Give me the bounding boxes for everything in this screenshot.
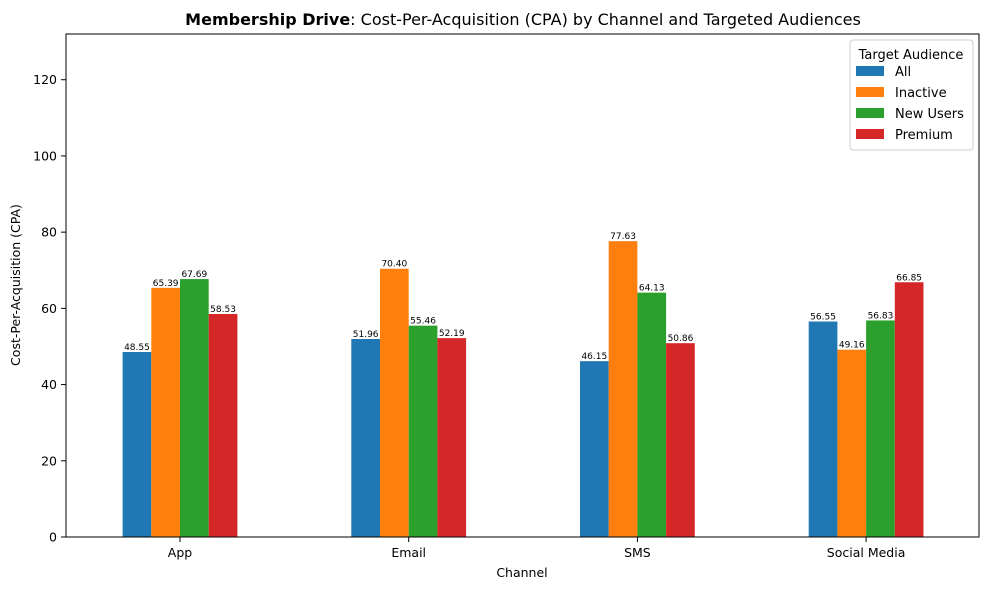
bars-layer: [122, 241, 924, 537]
legend-label: New Users: [895, 107, 964, 122]
bar: [408, 325, 438, 537]
bar: [380, 268, 409, 537]
chart-title-rest: : Cost-Per-Acquisition (CPA) by Channel …: [350, 10, 861, 29]
legend-items: All Inactive New Users Premium: [856, 65, 964, 143]
bar-value-label: 46.15: [581, 352, 607, 362]
bar: [608, 241, 638, 537]
plot-frame: [65, 33, 980, 538]
legend-swatch: [856, 66, 884, 76]
bar: [151, 287, 180, 537]
bar: [351, 339, 380, 537]
y-axis-label: Cost-Per-Acquisition (CPA): [8, 204, 23, 366]
bar-value-label: 52.19: [439, 329, 465, 339]
bar-value-label: 65.39: [153, 279, 179, 289]
y-tick-label: 80: [41, 225, 57, 240]
bar: [894, 282, 924, 537]
x-tick-label: Social Media: [827, 545, 906, 560]
bar-value-label: 55.46: [410, 317, 436, 327]
bar: [637, 292, 667, 537]
y-tick-label: 40: [41, 377, 57, 392]
legend-swatch: [856, 87, 884, 97]
bar-value-label: 58.53: [210, 305, 236, 315]
bar-value-label: 66.85: [896, 273, 922, 283]
legend-swatch: [856, 108, 884, 118]
bar-value-label: 49.16: [839, 341, 865, 351]
y-tick-label: 60: [41, 301, 57, 316]
legend-label: Inactive: [895, 86, 947, 101]
x-tick-label: App: [168, 545, 192, 560]
bar-value-label: 50.86: [668, 334, 694, 344]
bar-value-label: 51.96: [353, 330, 379, 340]
y-tick-label: 0: [49, 530, 57, 545]
y-axis: 0 20 40 60 80 100 120: [33, 72, 66, 545]
legend-swatch: [856, 129, 884, 139]
legend-label: All: [895, 65, 911, 80]
y-tick-label: 20: [41, 453, 57, 468]
bar: [180, 279, 209, 537]
bar: [837, 349, 867, 537]
bar: [666, 343, 695, 537]
bar-value-label: 70.40: [381, 260, 407, 270]
legend-title: Target Audience: [858, 48, 964, 63]
bar: [808, 321, 838, 537]
bar: [122, 352, 152, 537]
y-tick-label: 120: [33, 72, 57, 87]
bar: [580, 361, 609, 537]
bar-value-label: 77.63: [610, 232, 636, 242]
bar: [208, 313, 238, 537]
bar-value-label: 56.55: [810, 313, 836, 323]
legend-label: Premium: [895, 128, 953, 143]
x-axis: App Email SMS Social Media: [168, 537, 906, 560]
bar: [866, 320, 895, 537]
y-tick-label: 100: [33, 148, 57, 163]
x-tick-label: Email: [391, 545, 426, 560]
legend: Target Audience All Inactive New Users Prem…: [849, 39, 974, 151]
chart-title-bold: Membership Drive: [185, 10, 350, 29]
bar-value-label: 48.55: [124, 343, 150, 353]
bar-value-label: 56.83: [868, 311, 894, 321]
x-tick-label: SMS: [624, 545, 651, 560]
bar-value-label: 67.69: [181, 270, 207, 280]
chart-title: Membership Drive: Cost-Per-Acquisition (…: [185, 10, 861, 29]
bar: [437, 338, 467, 537]
x-axis-label: Channel: [496, 565, 547, 580]
bar-value-label: 64.13: [639, 284, 665, 294]
